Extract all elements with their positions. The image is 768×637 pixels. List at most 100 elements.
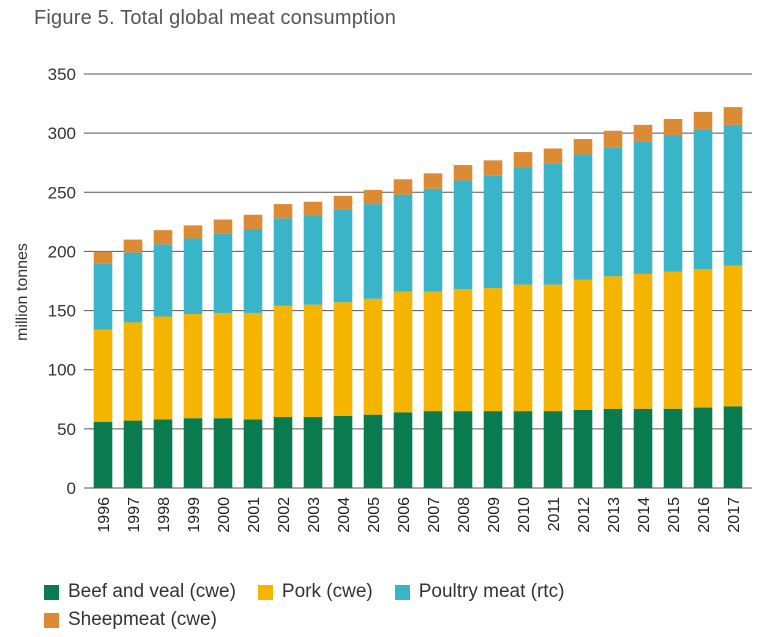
x-tick-label: 2005 [366,497,383,533]
legend-swatch [44,584,59,600]
bar-segment [213,233,233,313]
bar-segment [303,201,323,216]
x-tick-labels: 1996 1997 1998 1999 2000 2001 2002 2003 2004 2005… [96,497,743,533]
bar-segment [183,314,203,419]
bar-segment [453,180,473,290]
bar-segment [603,276,623,409]
bar-segment [633,124,653,142]
bar-segment [243,214,263,229]
bar-segment [273,417,293,488]
bar-segment [723,124,743,266]
bar-segment [363,414,383,488]
bar-segment [183,418,203,488]
x-tick-label: 1997 [126,497,143,533]
bar-segment [243,228,263,313]
x-tick-label: 1998 [156,497,173,533]
bar-segment [513,411,533,488]
bar-segment [153,230,173,245]
bar-segment [363,298,383,415]
bar-segment [453,411,473,488]
bar-segment [573,409,593,488]
bar-segment [573,139,593,155]
bar-segment [93,421,113,488]
bar-segment [423,188,443,292]
y-tick-label: 150 [48,302,76,321]
bar-segment [573,279,593,410]
bar-segment [663,118,683,136]
bar-segment [273,218,293,306]
legend-label: Sheepmeat (cwe) [68,609,217,630]
legend-label: Beef and veal (cwe) [68,581,236,602]
bar-segment [543,411,563,488]
legend-swatch [44,612,59,628]
legend-item: Sheepmeat (cwe) [44,606,217,634]
y-tick-label: 300 [48,124,76,143]
bar-segment [543,163,563,285]
bar-segment [693,129,713,270]
bar-segment [243,419,263,488]
y-tick-label: 100 [48,361,76,380]
bar-segment [333,415,353,488]
x-tick-label: 2002 [276,497,293,533]
bar-segment [333,195,353,211]
bar-segment [723,406,743,488]
bar-segment [153,419,173,488]
bar-segment [393,194,413,292]
bar-segment [423,291,443,412]
bar-segment [123,239,143,253]
bar-segment [393,412,413,488]
legend-item: Poultry meat (rtc) [394,578,564,606]
chart-title: Figure 5. Total global meat consumption [34,7,397,29]
bar-segment [333,302,353,416]
bar-segment [93,263,113,330]
bar-segment [213,219,233,234]
bar-segment [423,173,443,189]
x-tick-label: 2015 [666,497,683,533]
x-tick-label: 2017 [726,497,743,533]
bar-segment [543,148,563,164]
bar-segment [663,135,683,272]
bar-segment [483,175,503,289]
bar-segment [663,408,683,488]
x-tick-label: 2014 [636,497,653,533]
y-tick-label: 50 [57,420,76,439]
bar-segment [123,252,143,323]
legend-label: Pork (cwe) [281,581,373,602]
bar-segment [303,304,323,418]
bar-segment [543,284,563,412]
x-tick-label: 2000 [216,497,233,533]
bar-segment [693,111,713,130]
bar-segment [723,265,743,407]
bar-segment [693,269,713,408]
bar-segment [633,408,653,488]
x-tick-label: 2016 [696,497,713,533]
x-tick-label: 2010 [516,497,533,533]
bar-segment [123,322,143,421]
bar-segment [393,179,413,195]
y-tick-labels: 0 50 100 150 200 250 300 350 [48,65,76,498]
y-tick-label: 0 [67,479,76,498]
bar-segment [393,291,413,413]
bar-segment [183,238,203,315]
x-tick-label: 2001 [246,497,263,533]
y-tick-label: 250 [48,183,76,202]
x-tick-label: 2008 [456,497,473,533]
bar-segment [363,189,383,205]
legend-swatch [257,584,273,600]
x-tick-label: 2006 [396,497,413,533]
y-tick-label: 200 [48,242,76,261]
bar-segment [723,107,743,125]
legend-item: Beef and veal (cwe) [44,578,236,606]
bar-segment [693,407,713,488]
bar-segment [123,420,143,488]
bar-segment [483,160,503,176]
legend: Beef and veal (cwe) Pork (cwe) Poultry mea… [44,578,764,634]
bar-segment [603,130,623,148]
x-tick-label: 1996 [96,497,113,533]
bars [93,107,743,488]
bar-segment [453,289,473,412]
bar-segment [183,225,203,239]
bar-segment [243,312,263,420]
bar-segment [663,271,683,409]
bar-segment [513,284,533,412]
